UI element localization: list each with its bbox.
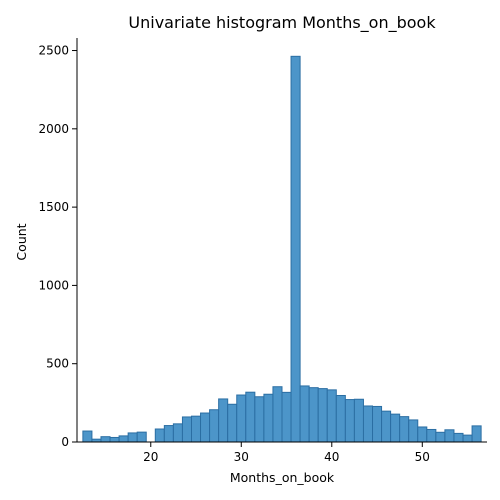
histogram-bar: [326, 389, 337, 443]
histogram-bar: [127, 432, 138, 443]
histogram-bar: [372, 405, 383, 443]
histogram-bar: [390, 413, 401, 443]
histogram-bar: [417, 426, 428, 443]
histogram-bar: [236, 394, 247, 443]
histogram-bar: [181, 416, 192, 443]
y-tick-label: 2000: [38, 122, 69, 136]
histogram-bar: [200, 412, 211, 443]
histogram-bar: [281, 391, 292, 443]
histogram-bar: [218, 398, 229, 443]
histogram-bar: [136, 431, 147, 443]
histogram-bar: [317, 388, 328, 443]
histogram-bar: [344, 399, 355, 443]
x-tick-label: 30: [234, 450, 249, 464]
histogram-bar: [118, 435, 129, 443]
histogram-bar: [308, 387, 319, 443]
histogram-bar: [399, 416, 410, 443]
histogram-bar: [290, 55, 301, 443]
histogram-bar: [190, 415, 202, 443]
histogram-bar: [426, 428, 437, 443]
histogram-bar: [245, 391, 256, 443]
histogram-bar: [254, 396, 265, 443]
histogram-bar: [408, 419, 419, 443]
histogram-bar: [163, 425, 174, 443]
histogram-bar: [435, 431, 446, 443]
histogram-bar: [381, 410, 392, 443]
histogram-bar: [471, 425, 482, 443]
histogram-bar: [263, 393, 274, 443]
histogram-bar: [82, 430, 93, 443]
histogram-bar: [362, 405, 374, 443]
histogram-bar: [172, 423, 183, 443]
x-tick-label: 40: [324, 450, 339, 464]
x-tick-label: 20: [143, 450, 158, 464]
y-tick-label: 500: [46, 357, 69, 371]
chart-title: Univariate histogram Months_on_book: [128, 13, 436, 33]
y-tick-label: 1500: [38, 200, 69, 214]
histogram-bar: [335, 394, 346, 443]
histogram-bar: [353, 398, 364, 443]
y-tick-label: 2500: [38, 44, 69, 58]
x-axis-label: Months_on_book: [230, 470, 335, 485]
y-axis-label: Count: [14, 223, 29, 260]
histogram-bar: [154, 428, 165, 443]
histogram-bar: [227, 403, 238, 443]
y-tick-label: 1000: [38, 278, 69, 292]
histogram-bar: [209, 409, 220, 443]
bars-layer: [82, 55, 482, 443]
histogram-bar: [299, 385, 310, 443]
histogram-bar: [462, 434, 473, 443]
histogram-bar: [453, 432, 464, 443]
y-tick-label: 0: [61, 435, 69, 449]
histogram-bar: [100, 436, 111, 443]
histogram-bar: [272, 386, 283, 443]
histogram-bar: [109, 436, 120, 443]
x-tick-label: 50: [415, 450, 430, 464]
histogram-bar: [444, 429, 455, 443]
